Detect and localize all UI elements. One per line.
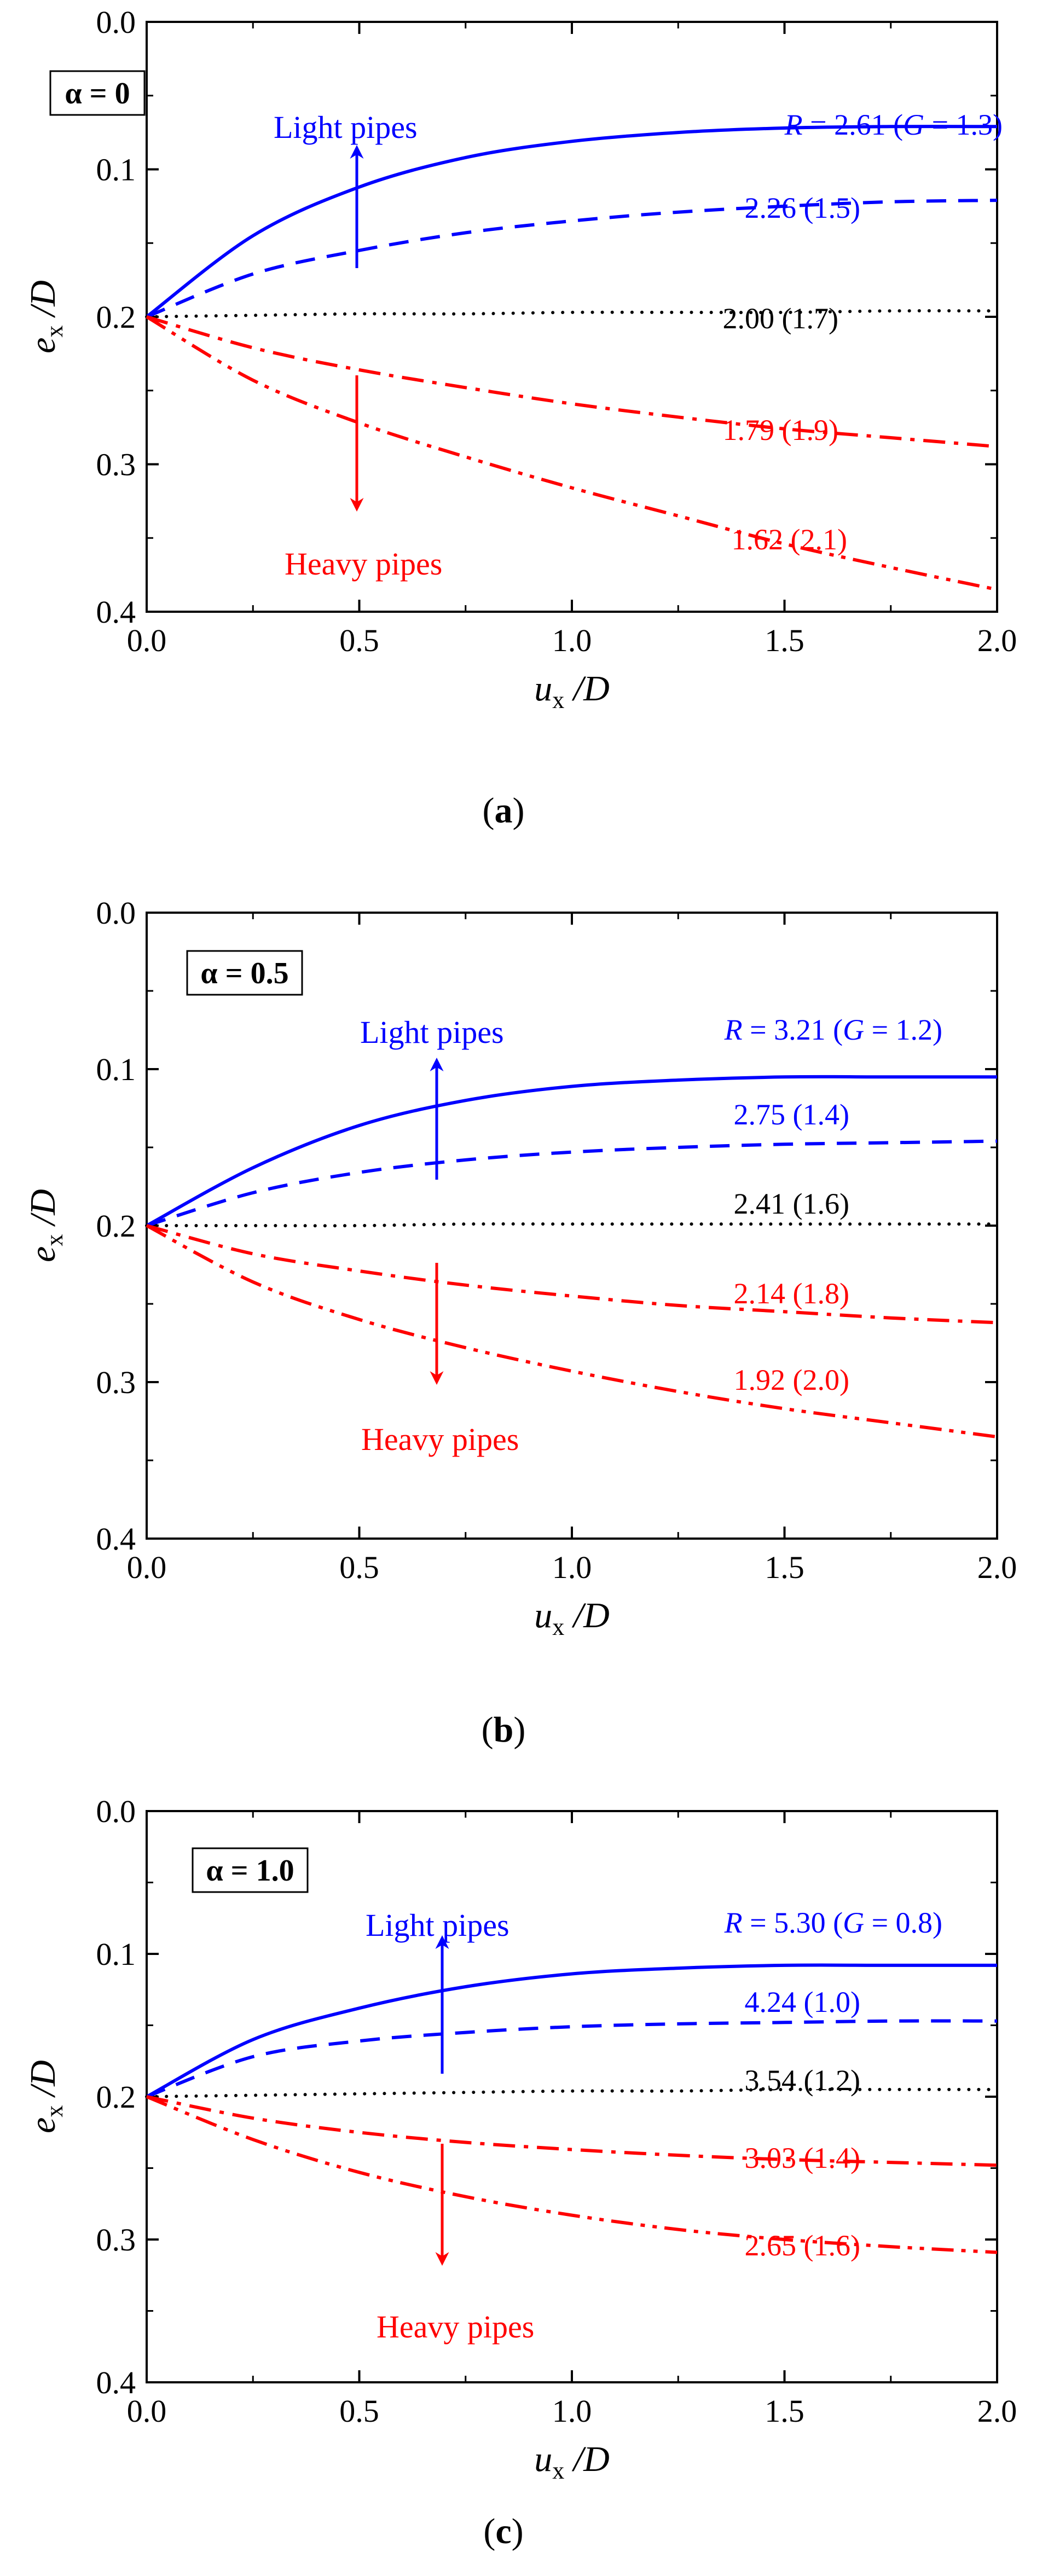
chart-panel-a: 0.0 0.5 1.0 1.5 2.0 0.0 0.1 0.2 0.3 0.4 ux /D ex /D… [23, 4, 1017, 831]
series-label-4: 1.62 (2.1) [732, 523, 847, 556]
y-tick-label: 0.0 [96, 1794, 136, 1829]
y-axis-title: ex /D [23, 1189, 68, 1262]
y-tick-label: 0.4 [96, 2365, 136, 2400]
series-label-3: 2.14 (1.8) [734, 1277, 849, 1310]
series-line-1 [146, 199, 998, 318]
x-tick-label: 2.0 [977, 1550, 1017, 1585]
series-label-0: R = 5.30 (G = 0.8) [724, 1906, 942, 1939]
y-tick-label: 0.3 [96, 447, 136, 483]
series-line-2 [145, 2087, 999, 2098]
x-tick-label: 1.0 [552, 623, 592, 658]
x-axis-title: ux /D [534, 1596, 610, 1640]
series-line-3 [146, 315, 998, 449]
plot-frame [146, 1810, 998, 2383]
x-tick-label: 1.5 [765, 1550, 804, 1585]
series-line-1 [146, 2019, 998, 2098]
x-tick-label: 1.0 [552, 2393, 592, 2429]
heavy-pipes-label: Heavy pipes [377, 2309, 534, 2345]
series-label-4: 2.65 (1.6) [745, 2229, 860, 2262]
y-axis-title: ex /D [23, 2060, 68, 2133]
series-line-0 [146, 1963, 997, 2098]
x-axis-title: ux /D [534, 2439, 610, 2484]
y-tick-label: 0.4 [96, 1521, 136, 1557]
alpha-box [186, 950, 303, 996]
x-tick-label: 0.5 [339, 2393, 379, 2429]
y-tick-label: 0.3 [96, 1365, 136, 1400]
y-tick-label: 0.3 [96, 2222, 136, 2258]
series-label-2: 2.00 (1.7) [723, 302, 838, 335]
y-tick-label: 0.1 [96, 1052, 136, 1087]
x-tick-label: 1.5 [765, 623, 804, 658]
light-pipes-label: Light pipes [366, 1907, 509, 1943]
series-line-3 [146, 1224, 998, 1325]
x-tick-label: 2.0 [977, 623, 1017, 658]
y-tick-label: 0.1 [96, 152, 136, 188]
x-axis-title: ux /D [534, 669, 610, 713]
series-line-2 [145, 1222, 999, 1228]
series-label-1: 2.75 (1.4) [734, 1098, 849, 1131]
x-tick-label: 1.5 [765, 2393, 804, 2429]
alpha-box [192, 1847, 309, 1893]
alpha-label: α = 0 [65, 77, 130, 111]
series-line-1 [146, 1139, 998, 1227]
alpha-label: α = 0.5 [200, 956, 288, 990]
y-tick-label: 0.0 [96, 4, 136, 40]
series-label-2: 3.54 (1.2) [745, 2064, 860, 2097]
y-tick-label: 0.0 [96, 895, 136, 931]
x-tick-label: 0.5 [339, 1550, 379, 1585]
x-tick-label: 0.0 [127, 1550, 167, 1585]
panel-caption: (b) [482, 1710, 526, 1750]
alpha-box [49, 70, 146, 116]
series-line-4 [146, 2095, 998, 2254]
y-tick-label: 0.2 [96, 1208, 136, 1244]
series-label-1: 2.26 (1.5) [745, 192, 860, 224]
panel-caption: (c) [483, 2511, 523, 2551]
y-tick-label: 0.4 [96, 594, 136, 630]
series-label-4: 1.92 (2.0) [734, 1364, 849, 1396]
x-tick-label: 2.0 [977, 2393, 1017, 2429]
series-line-0 [146, 1075, 997, 1227]
x-tick-label: 0.0 [127, 623, 167, 658]
heavy-pipes-label: Heavy pipes [285, 546, 442, 582]
panel-caption: (a) [483, 791, 525, 831]
heavy-pipes-label: Heavy pipes [361, 1422, 519, 1457]
y-tick-label: 0.2 [96, 299, 136, 335]
y-tick-label: 0.2 [96, 2079, 136, 2115]
y-axis-title: ex /D [23, 280, 68, 353]
light-pipes-label: Light pipes [274, 109, 418, 145]
x-tick-label: 1.0 [552, 1550, 592, 1585]
chart-panel-b: 0.0 0.5 1.0 1.5 2.0 0.0 0.1 0.2 0.3 0.4 ux /D ex /D… [23, 895, 1017, 1750]
series-line-2 [145, 309, 999, 318]
x-tick-label: 0.0 [127, 2393, 167, 2429]
x-tick-label: 0.5 [339, 623, 379, 658]
series-line-3 [146, 2095, 998, 2167]
series-label-0: R = 3.21 (G = 1.2) [724, 1013, 942, 1046]
y-tick-label: 0.1 [96, 1936, 136, 1972]
series-label-1: 4.24 (1.0) [745, 1986, 860, 2018]
alpha-label: α = 1.0 [206, 1854, 294, 1888]
series-line-4 [146, 315, 998, 591]
light-pipes-label: Light pipes [360, 1014, 504, 1050]
series-label-2: 2.41 (1.6) [734, 1187, 849, 1220]
series-label-3: 3.03 (1.4) [745, 2142, 860, 2174]
series-label-3: 1.79 (1.9) [723, 414, 838, 446]
series-line-0 [146, 125, 998, 318]
series-label-0: R = 2.61 (G = 1.3) [784, 108, 1003, 141]
chart-panel-c: 0.0 0.5 1.0 1.5 2.0 0.0 0.1 0.2 0.3 0.4 ux /D ex /D… [23, 1794, 1017, 2551]
